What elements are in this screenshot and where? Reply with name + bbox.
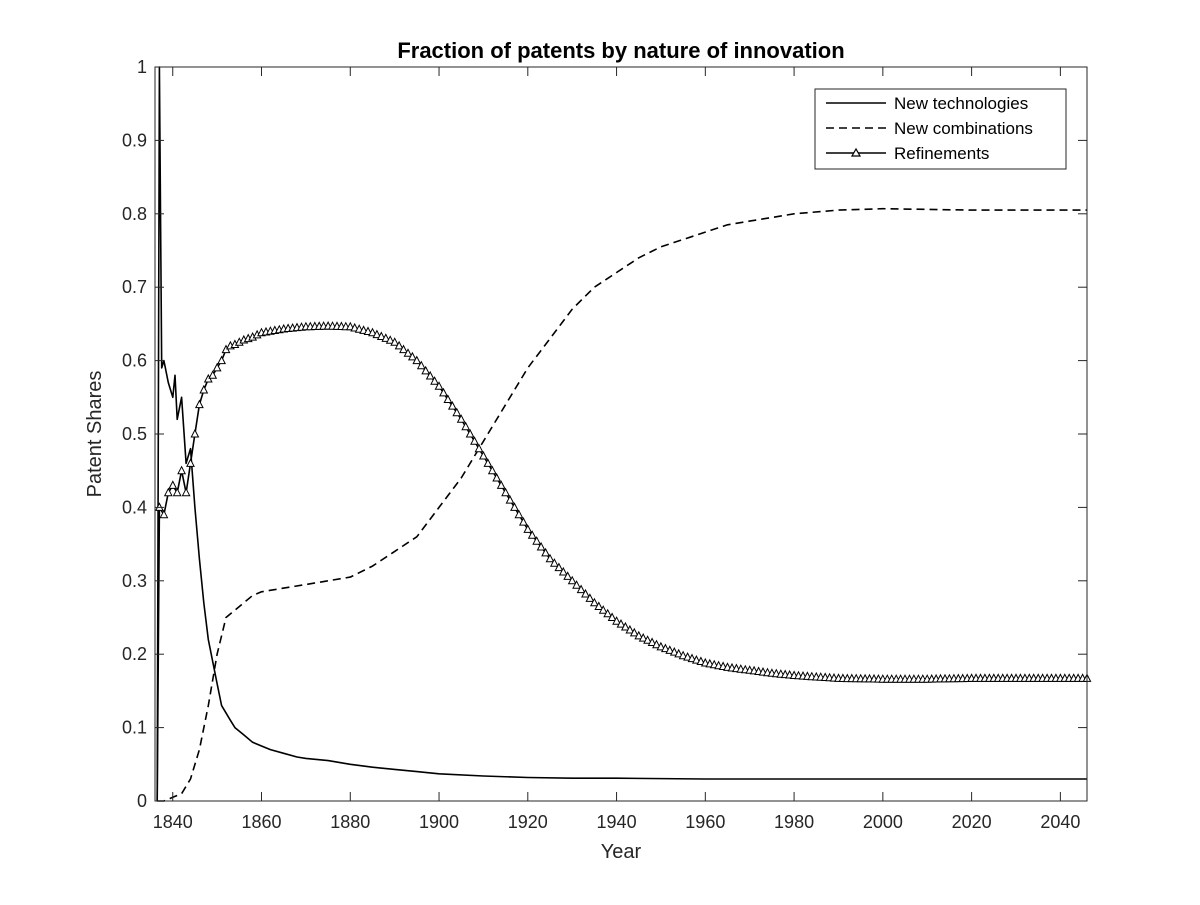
y-tick-label: 0.6 [122,351,147,371]
y-tick-label: 0.7 [122,277,147,297]
y-tick-label: 1 [137,57,147,77]
x-tick-label: 1840 [153,812,193,832]
x-tick-label: 2000 [863,812,903,832]
x-tick-label: 1980 [774,812,814,832]
legend-label-new-technologies: New technologies [894,94,1028,113]
x-axis-label: Year [601,841,642,863]
x-tick-label: 2040 [1040,812,1080,832]
x-tick-label: 1860 [241,812,281,832]
legend-label-new-combinations: New combinations [894,119,1033,138]
y-tick-label: 0.8 [122,204,147,224]
y-tick-label: 0.1 [122,718,147,738]
y-tick-label: 0.3 [122,571,147,591]
y-tick-label: 0.9 [122,130,147,150]
y-tick-label: 0.5 [122,424,147,444]
y-tick-label: 0.2 [122,644,147,664]
y-tick-label: 0 [137,791,147,811]
x-tick-label: 1880 [330,812,370,832]
x-tick-label: 1920 [508,812,548,832]
x-tick-label: 1940 [597,812,637,832]
x-tick-label: 1960 [685,812,725,832]
y-tick-label: 0.4 [122,497,147,517]
chart-title: Fraction of patents by nature of innovat… [397,38,844,63]
x-tick-label: 1900 [419,812,459,832]
legend: New technologies New combinations Refine… [815,89,1066,169]
y-axis-label: Patent Shares [84,371,106,498]
legend-label-refinements: Refinements [894,144,989,163]
x-tick-label: 2020 [952,812,992,832]
